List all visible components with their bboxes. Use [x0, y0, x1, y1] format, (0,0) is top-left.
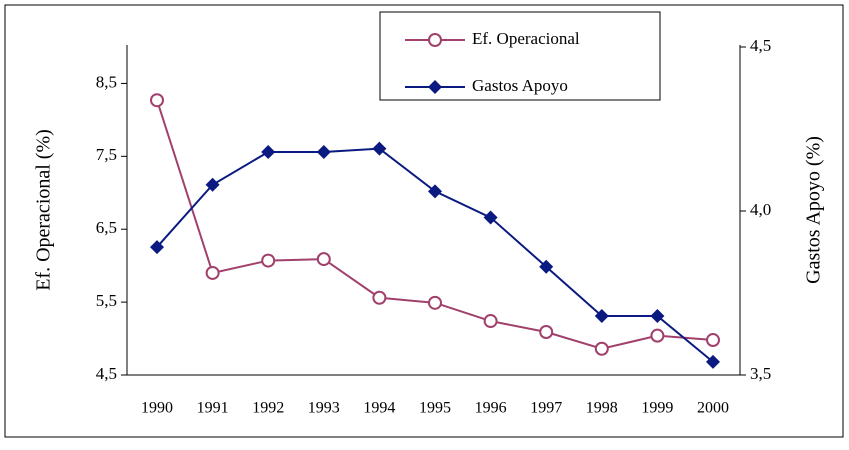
data-point — [428, 295, 442, 310]
y-axis-title: Ef. Operacional (%) — [33, 129, 55, 291]
data-point — [650, 328, 665, 343]
data-point — [483, 210, 498, 225]
data-point — [650, 308, 665, 323]
data-point — [372, 290, 387, 305]
y-tick-label: 6,5 — [96, 218, 117, 237]
data-point — [539, 324, 554, 339]
x-tick-label: 1998 — [586, 400, 618, 417]
legend-marker — [428, 80, 442, 94]
data-point — [205, 265, 220, 280]
y-tick-label: 8,5 — [96, 72, 117, 91]
x-tick-label: 1994 — [363, 400, 395, 417]
legend — [379, 11, 661, 101]
x-tick-label: 2000 — [697, 400, 729, 417]
x-tick-label: 1996 — [475, 400, 507, 417]
y-tick-label: 5,5 — [96, 291, 117, 310]
legend-label: Ef. Operacional — [472, 29, 580, 48]
x-tick-label: 1999 — [641, 400, 673, 417]
y2-tick-label: 4,0 — [750, 200, 771, 219]
x-tick-label: 1995 — [419, 400, 451, 417]
x-tick-label: 1991 — [197, 400, 229, 417]
series-line — [156, 99, 714, 350]
legend-label: Gastos Apoyo — [472, 76, 568, 95]
chart-border — [4, 4, 844, 438]
data-point — [261, 144, 276, 159]
data-point — [261, 253, 276, 268]
data-point — [316, 252, 331, 267]
y-tick-label: 4,5 — [96, 364, 117, 383]
y2-tick-label: 3,5 — [750, 364, 771, 383]
data-point — [594, 308, 609, 323]
data-point — [594, 341, 609, 356]
data-point — [428, 184, 442, 199]
x-tick-label: 1993 — [308, 400, 340, 417]
y-tick-label: 7,5 — [96, 145, 117, 164]
data-point — [150, 93, 164, 108]
x-tick-label: 1990 — [141, 400, 173, 417]
data-point — [706, 354, 720, 369]
x-tick-label: 1992 — [252, 400, 284, 417]
y2-axis-title: Gastos Apoyo (%) — [803, 136, 825, 284]
data-point — [205, 177, 220, 192]
data-point — [150, 240, 164, 255]
data-point — [316, 144, 331, 159]
data-point — [372, 141, 387, 156]
series-line — [156, 147, 714, 363]
data-point — [483, 314, 498, 329]
data-point — [539, 259, 554, 274]
data-point — [706, 333, 720, 348]
y2-tick-label: 4,5 — [750, 36, 771, 55]
x-tick-label: 1997 — [530, 400, 562, 417]
legend-marker — [428, 33, 442, 47]
